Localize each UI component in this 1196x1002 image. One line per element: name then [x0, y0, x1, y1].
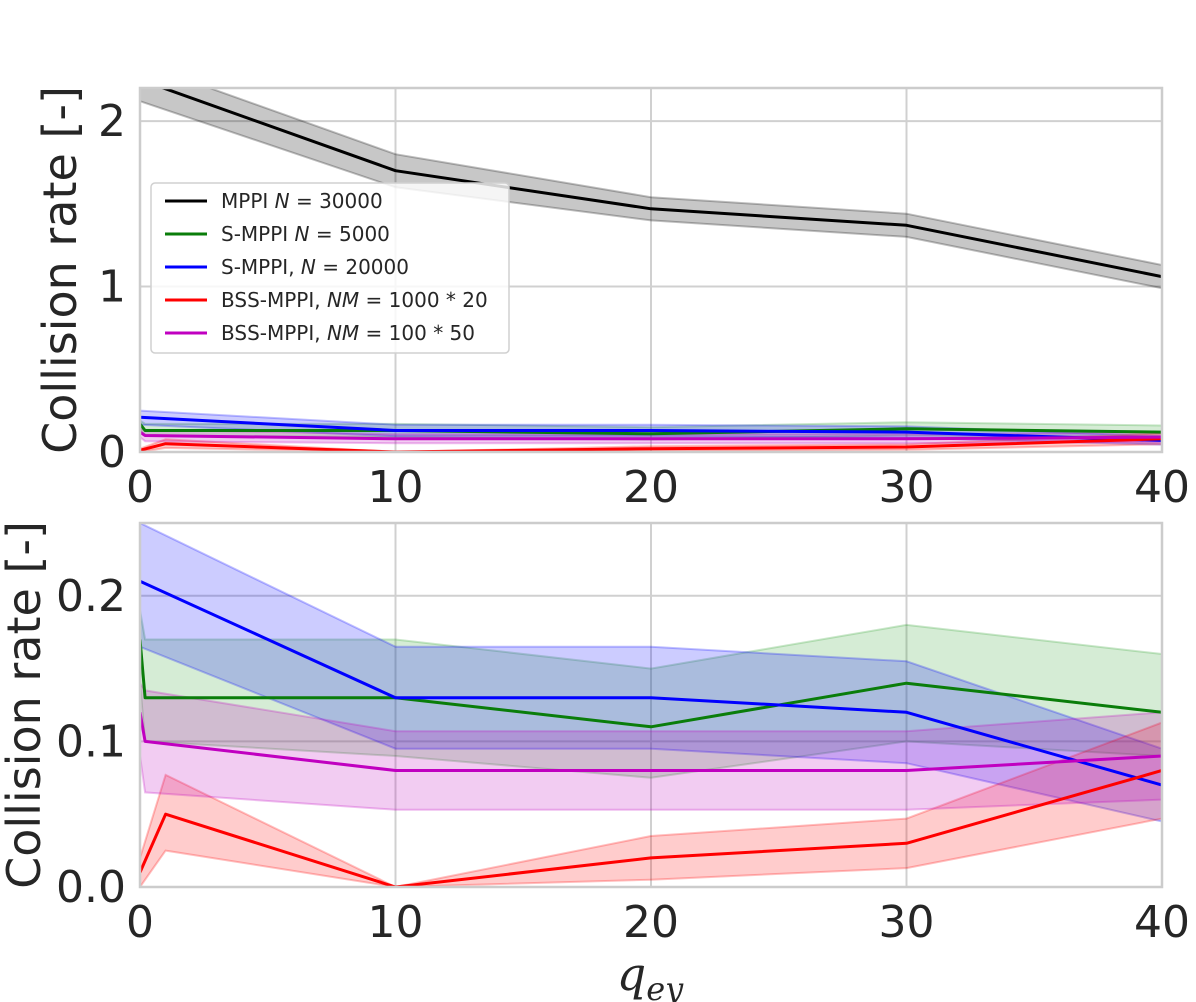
- legend-box: [150, 182, 510, 354]
- bottom-lines: [140, 579, 1162, 887]
- band-bss-mppi-1000-20: [140, 721, 1162, 887]
- y-tick-label: 0: [98, 427, 126, 478]
- bottom-axes-frame: [138, 521, 1164, 889]
- legend-label: MPPI N = 30000: [221, 189, 383, 213]
- bottom-grid: [140, 523, 1162, 887]
- x-label-subscript: ey: [646, 970, 684, 1002]
- top-x-ticks: 0 10 20 30 40: [126, 462, 1190, 513]
- band-mppi: [140, 88, 1162, 290]
- y-tick-label: 0.2: [56, 571, 126, 622]
- top-axes-frame: [138, 86, 1164, 454]
- x-tick-label: 30: [879, 897, 935, 948]
- top-y-ticks: 0 1 2: [98, 96, 126, 478]
- x-tick-label: 0: [126, 462, 154, 513]
- line-bss-mppi-1000-20: [140, 769, 1162, 887]
- x-tick-label: 20: [623, 897, 679, 948]
- x-tick-label: 10: [368, 897, 424, 948]
- line-bss-mppi-1000-20: [140, 437, 1162, 452]
- bottom-bands: [140, 523, 1162, 887]
- top-lines: [140, 88, 1162, 452]
- line-s-mppi-5000: [140, 422, 1162, 436]
- top-y-axis-label: Collision rate [-]: [33, 86, 87, 454]
- bottom-y-axis-label: Collision rate [-]: [0, 521, 51, 889]
- y-tick-label: 1: [98, 262, 126, 313]
- line-s-mppi-5000: [140, 639, 1162, 729]
- band-bss-mppi-100-50: [140, 681, 1162, 811]
- line-s-mppi-20000: [140, 579, 1162, 787]
- y-tick-label: 0.1: [56, 716, 126, 767]
- x-tick-label: 30: [879, 462, 935, 513]
- line-bss-mppi-100-50: [140, 430, 1162, 441]
- legend-label: BSS-MPPI, NM = 100 * 50: [221, 321, 475, 345]
- line-mppi: [158, 88, 1162, 279]
- bottom-x-axis-label: qey: [617, 947, 684, 1002]
- line-bss-mppi-100-50: [140, 712, 1162, 772]
- x-tick-label: 40: [1134, 897, 1190, 948]
- y-tick-label: 0.0: [56, 862, 126, 913]
- legend-label: BSS-MPPI, NM = 1000 * 20: [221, 288, 488, 312]
- x-tick-label: 40: [1134, 462, 1190, 513]
- legend: MPPI N = 30000 S-MPPI N = 5000 S-MPPI, N =…: [150, 182, 510, 354]
- legend-label: S-MPPI N = 5000: [221, 222, 390, 246]
- legend-label: S-MPPI, N = 20000: [221, 255, 409, 279]
- x-tick-label: 0: [126, 897, 154, 948]
- bottom-x-ticks: 0 10 20 30 40: [126, 897, 1190, 948]
- top-panel: 0 10 20 30 40 0 1 2 Collision rate [-] MPPI N …: [33, 86, 1190, 513]
- line-s-mppi-20000: [140, 415, 1162, 442]
- x-tick-label: 20: [623, 462, 679, 513]
- bottom-y-ticks: 0.0 0.1 0.2: [56, 571, 126, 913]
- x-label-symbol: q: [617, 947, 646, 1001]
- y-tick-label: 2: [98, 96, 126, 147]
- x-tick-label: 10: [368, 462, 424, 513]
- band-s-mppi-20000: [140, 409, 1162, 446]
- band-s-mppi-20000: [140, 523, 1162, 823]
